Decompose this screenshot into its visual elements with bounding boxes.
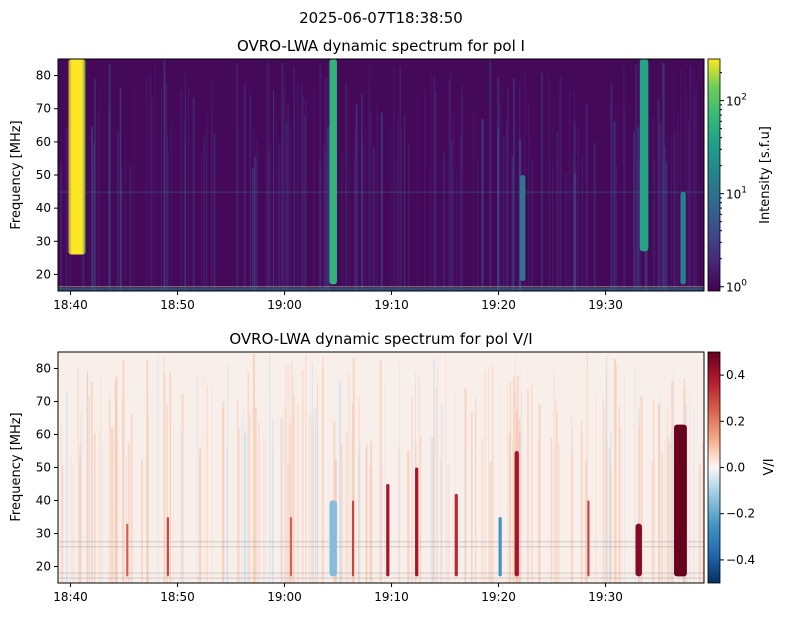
x-tick-label: 19:20 (481, 590, 516, 604)
polarization-panel: OVRO-LWA dynamic spectrum for pol V/I 18… (9, 330, 777, 604)
burst-2 (514, 451, 519, 577)
x-tick-label: 18:40 (53, 298, 88, 312)
burst-5 (454, 493, 458, 577)
burst-3 (639, 59, 649, 252)
intensity-colorbar-ticks: 100 101 102 (720, 72, 747, 295)
intensity-panel: OVRO-LWA dynamic spectrum for pol I 18:4… (9, 37, 773, 312)
colorbar-tick-label: 102 (726, 93, 747, 109)
x-tick-label: 19:10 (374, 590, 409, 604)
x-tick-label: 19:10 (374, 298, 409, 312)
y-tick-label: 40 (36, 494, 51, 508)
x-tick-label: 19:00 (267, 298, 302, 312)
intensity-x-axis: 18:40 18:50 19:00 19:10 19:20 19:30 (53, 291, 623, 312)
burst-0 (68, 59, 86, 255)
x-tick-label: 19:30 (588, 590, 623, 604)
colorbar-tick-label: 100 (726, 279, 747, 295)
x-tick-label: 19:30 (588, 298, 623, 312)
y-tick-label: 40 (36, 201, 51, 215)
heatmap-texture (58, 59, 704, 291)
burst-4 (680, 191, 686, 285)
polarization-heatmap (58, 353, 704, 583)
burst-3 (415, 467, 419, 577)
burst-1 (635, 523, 642, 577)
polarization-y-axis-label: Frequency [MHz] (9, 412, 24, 521)
intensity-panel-title: OVRO-LWA dynamic spectrum for pol I (237, 37, 525, 55)
y-tick-label: 80 (36, 69, 51, 83)
y-tick-label: 70 (36, 102, 51, 116)
intensity-colorbar-label: Intensity [s.f.u] (758, 126, 773, 224)
colorbar-tick-label: −0.4 (726, 553, 755, 567)
burst-9 (126, 523, 129, 577)
burst-7 (289, 517, 293, 577)
y-tick-label: 30 (36, 527, 51, 541)
colorbar-tick-label: −0.2 (726, 507, 755, 521)
y-tick-label: 80 (36, 362, 51, 376)
burst-4 (386, 484, 390, 577)
colorbar-tick-label: 0.2 (726, 414, 745, 428)
y-tick-label: 60 (36, 428, 51, 442)
burst-1 (329, 59, 337, 285)
y-tick-label: 60 (36, 135, 51, 149)
x-tick-label: 18:50 (160, 590, 195, 604)
x-tick-label: 18:40 (53, 590, 88, 604)
y-tick-label: 20 (36, 267, 51, 281)
burst-8 (166, 517, 169, 577)
y-tick-label: 30 (36, 234, 51, 248)
heatmap-texture (58, 353, 704, 583)
y-tick-label: 50 (36, 168, 51, 182)
figure-suptitle: 2025-06-07T18:38:50 (299, 9, 463, 27)
polarization-colorbar-label: V/I (762, 458, 777, 475)
y-tick-label: 50 (36, 461, 51, 475)
burst-6 (351, 500, 355, 577)
intensity-heatmap (58, 59, 704, 291)
y-tick-label: 70 (36, 395, 51, 409)
burst-0 (674, 424, 687, 577)
burst-2 (519, 175, 526, 282)
x-tick-label: 18:50 (160, 298, 195, 312)
polarization-panel-title: OVRO-LWA dynamic spectrum for pol V/I (229, 330, 532, 348)
y-tick-label: 20 (36, 560, 51, 574)
polarization-y-axis: 20 30 40 50 60 70 80 (36, 362, 58, 574)
burst-10 (587, 500, 590, 577)
burst-12 (329, 500, 337, 577)
x-tick-label: 19:00 (267, 590, 302, 604)
burst-11 (498, 517, 502, 577)
polarization-colorbar (707, 351, 721, 584)
polarization-colorbar-ticks: −0.4 −0.2 0.0 0.2 0.4 (720, 368, 755, 567)
intensity-y-axis: 20 30 40 50 60 70 80 (36, 69, 58, 281)
intensity-colorbar (707, 58, 721, 292)
colorbar-tick-label: 0.4 (726, 368, 745, 382)
colorbar-tick-label: 0.0 (726, 461, 745, 475)
colorbar-tick-label: 101 (726, 186, 747, 202)
polarization-x-axis: 18:40 18:50 19:00 19:10 19:20 19:30 (53, 583, 623, 604)
intensity-y-axis-label: Frequency [MHz] (9, 120, 24, 229)
x-tick-label: 19:20 (481, 298, 516, 312)
